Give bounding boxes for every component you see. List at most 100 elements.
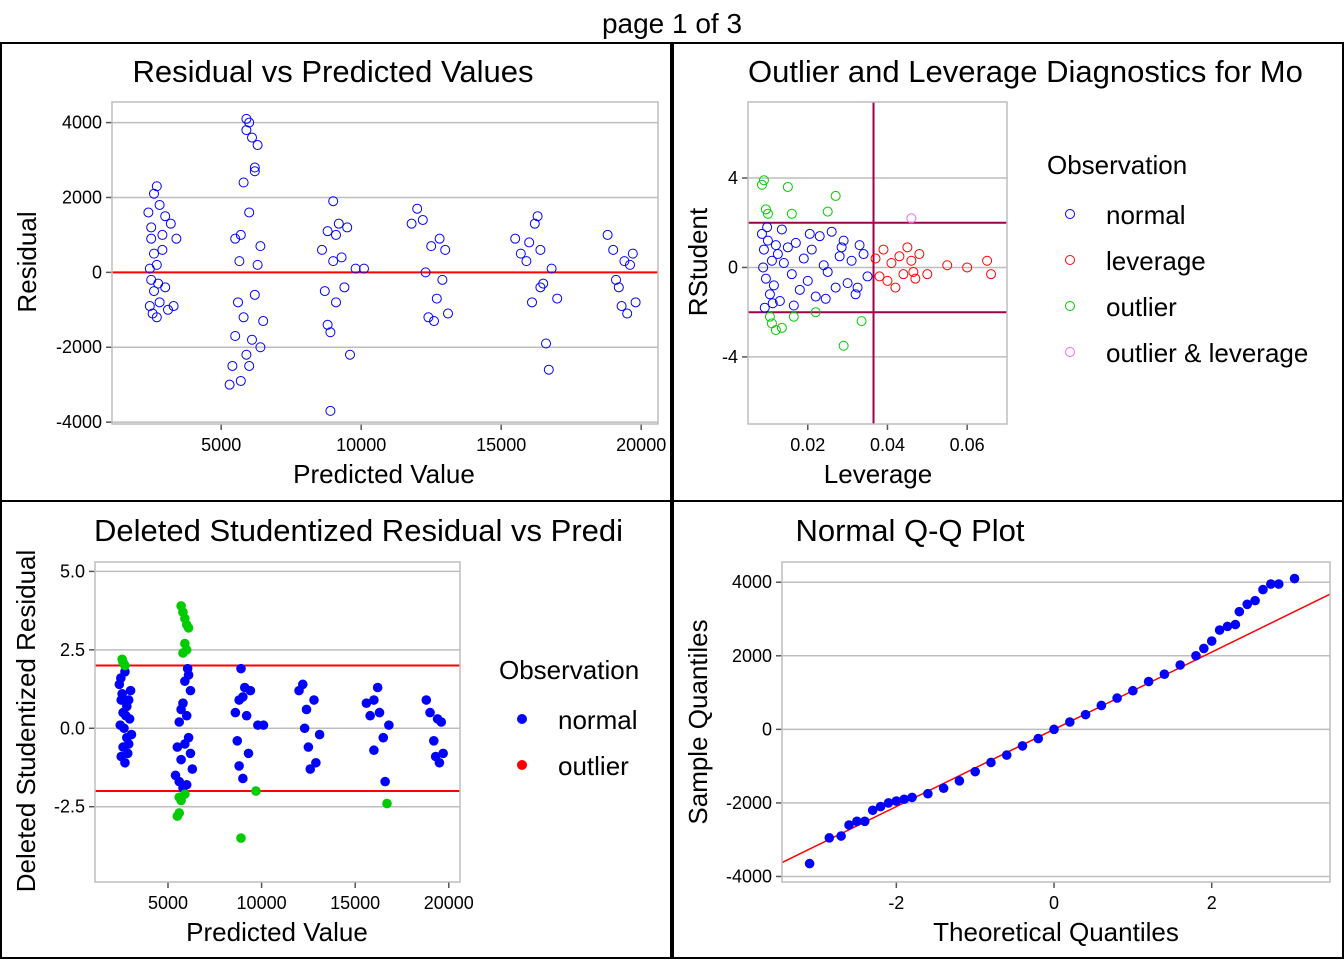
data-point-normal [249,162,260,173]
data-point-normal [160,211,171,222]
y-tick-label: 5.0 [60,561,85,581]
data-point-normal [1242,599,1253,610]
data-point-normal [244,360,255,371]
legend-label-outlier-leverage: outlier & leverage [1106,338,1308,368]
data-point-outlier [838,340,849,351]
data-point-normal [350,263,361,274]
x-tick-label: 2 [1207,893,1217,913]
y-tick-label: 0 [728,257,738,277]
data-point-normal [1159,669,1170,679]
qq-tick-labels: -4000 -2000 0 2000 4000 -2 0 2 [726,572,1217,913]
leverage-axes [742,101,1008,430]
data-point-normal [224,379,235,390]
x-tick-label: 5000 [148,893,188,913]
data-point-normal [820,293,831,304]
legend-marker-outlier-leverage [1065,347,1075,357]
data-point-normal [782,242,793,253]
data-point-normal [328,196,339,207]
data-point-normal [1230,619,1241,630]
data-point-outlier [756,179,767,190]
data-point-leverage [886,258,897,268]
data-point-normal [241,349,252,360]
data-point-normal [243,748,254,759]
data-point-outlier [788,311,799,322]
data-point-normal [426,241,437,252]
data-point-normal [149,248,159,259]
x-tick-label: 10000 [237,893,287,913]
data-point-normal [602,229,613,240]
data-point-normal [1234,606,1245,617]
data-point-normal [230,331,241,342]
deleted-xlabel: Predicted Value [186,917,368,947]
data-point-normal [529,218,540,229]
data-point-normal [255,342,266,353]
legend-marker-normal [1065,209,1075,219]
data-point-normal [174,776,185,787]
data-point-normal [836,831,846,841]
data-point-leverage [982,255,993,266]
x-tick-label: 5000 [201,435,241,455]
data-point-normal [790,237,801,248]
data-point-outlier [764,311,775,322]
data-point-normal [619,256,630,267]
data-point-normal [788,300,799,311]
leverage-grid [748,177,1007,358]
data-point-normal [1214,625,1225,635]
data-point-normal [1128,685,1138,696]
x-tick-label: 20000 [616,435,666,455]
data-point-normal [301,704,312,715]
legend-marker-leverage [1065,255,1075,265]
data-point-normal [440,244,451,255]
data-point-normal [309,695,319,705]
data-point-normal [311,757,321,768]
y-tick-label: 2000 [732,646,772,666]
leverage-points [756,175,997,351]
y-tick-label: 0 [92,262,102,282]
data-point-leverage [942,260,953,271]
data-point-normal [165,218,176,229]
data-point-normal [380,776,390,787]
data-point-normal [182,663,193,674]
data-point-normal [230,707,241,718]
data-point-normal [622,308,633,319]
residual-tick-labels: -4000 -2000 0 2000 4000 5000 10000 15000 20000 [56,113,666,455]
data-point-normal [759,302,770,313]
data-point-normal [846,255,857,266]
data-point-normal [842,278,853,289]
data-point-normal [1112,693,1122,703]
data-point-normal [126,729,137,740]
data-point-normal [342,222,353,233]
data-point-leverage [874,271,885,282]
data-point-normal [236,663,246,674]
data-point-normal [238,177,249,188]
data-point-normal [247,334,257,345]
deleted-ylabel: Deleted Studentized Residual [11,550,41,893]
leverage-xlabel: Leverage [824,459,932,489]
data-point-normal [149,286,159,297]
data-point-normal [365,710,375,721]
data-point-leverage [986,269,997,280]
data-point-normal [438,748,448,759]
data-point-normal [299,723,310,734]
plot-frame [781,561,1331,883]
data-point-normal [535,244,546,255]
data-point-normal [235,229,246,240]
data-point-normal [255,241,266,252]
data-point-outlier [117,654,127,665]
data-point-normal [234,256,245,267]
data-point-normal [767,298,778,309]
data-point-normal [524,237,535,248]
data-point-normal [862,271,873,282]
data-point-normal [443,308,453,319]
leverage-legend: Observation normal leverage outlier outl… [1047,150,1308,368]
data-point-leverage [870,253,881,264]
page-label: page 1 of 3 [602,8,742,39]
data-point-outlier [236,833,246,843]
data-point-normal [852,282,863,293]
data-point-normal [434,233,445,244]
data-point-normal [625,259,635,270]
data-point-normal [1080,709,1091,720]
data-point-normal [1064,717,1075,727]
data-point-normal [123,739,134,749]
